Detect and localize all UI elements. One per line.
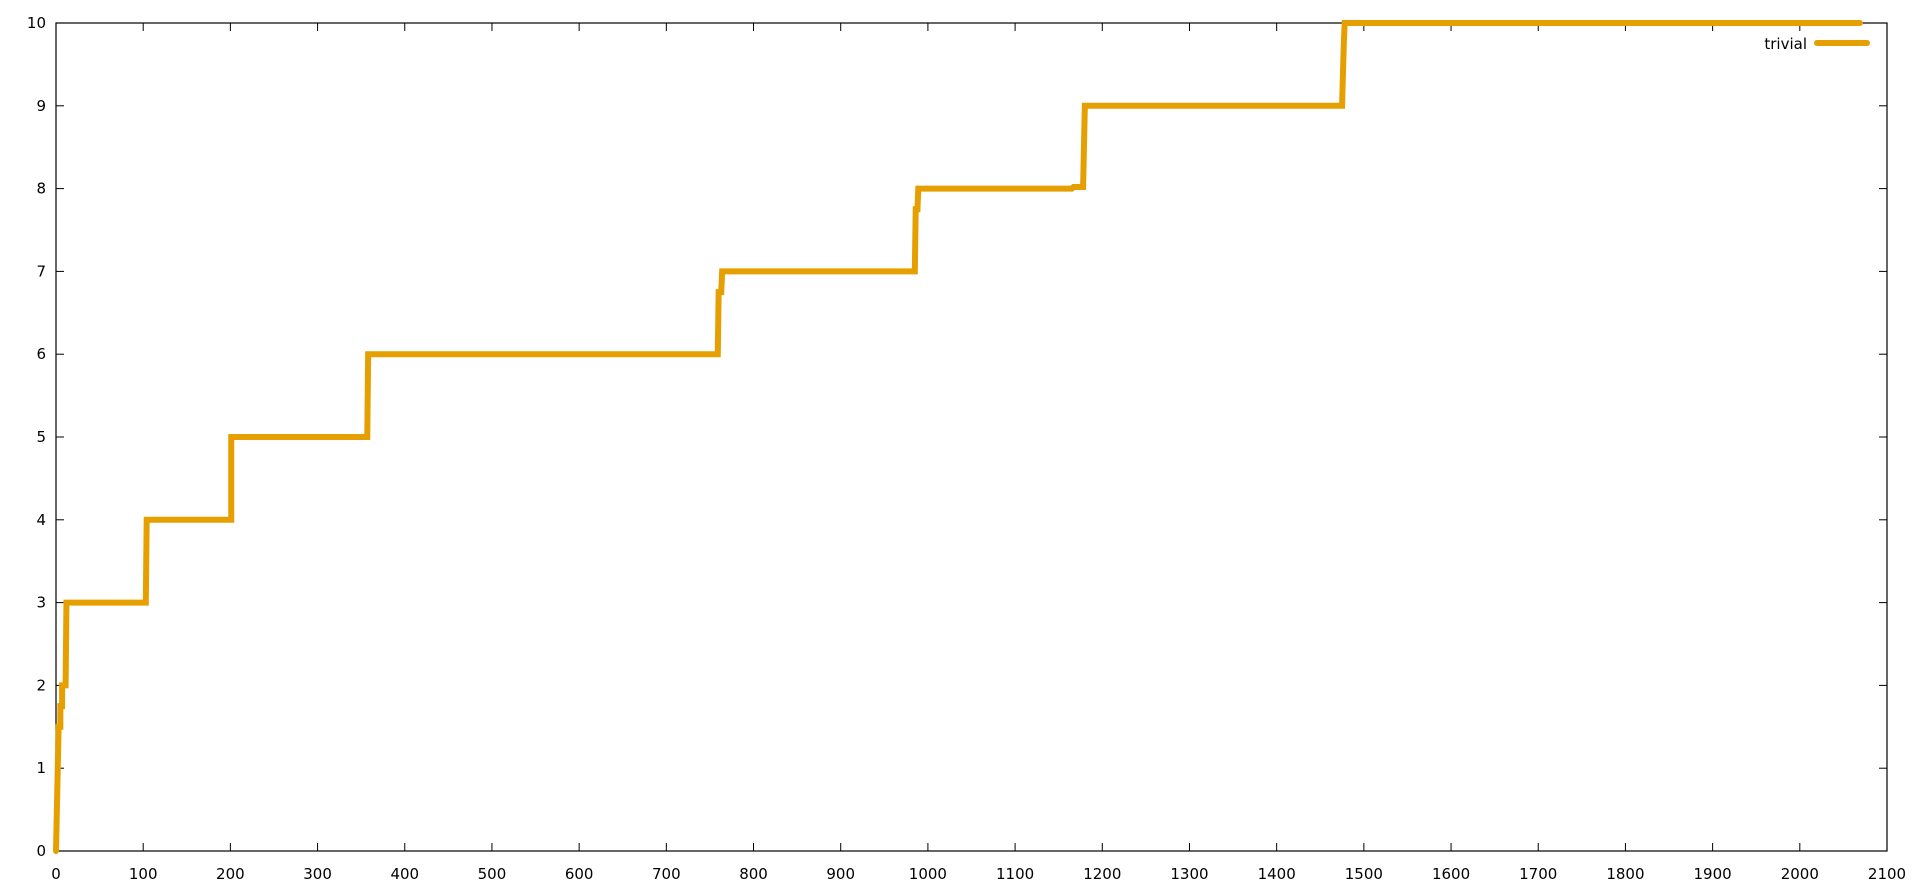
y-tick-label: 3 bbox=[36, 594, 46, 612]
y-tick-label: 5 bbox=[36, 428, 46, 446]
x-tick-label: 400 bbox=[390, 865, 419, 883]
x-axis: 0 100 200 300 400 500 600 700 800 900 1000 1100 1200… bbox=[51, 23, 1906, 883]
series-line-trivial bbox=[53, 20, 1863, 854]
y-tick-label: 8 bbox=[36, 180, 46, 198]
x-tick-label: 100 bbox=[129, 865, 158, 883]
y-tick-label: 1 bbox=[36, 759, 46, 777]
x-tick-label: 700 bbox=[652, 865, 681, 883]
x-tick-label: 500 bbox=[478, 865, 507, 883]
series-layer bbox=[53, 20, 1863, 854]
x-tick-label: 1100 bbox=[996, 865, 1034, 883]
legend: trivial bbox=[1764, 35, 1870, 53]
y-axis: 0 1 2 3 4 5 6 7 8 9 10 bbox=[27, 14, 1887, 860]
y-tick-label: 10 bbox=[27, 14, 46, 32]
y-tick-label: 2 bbox=[36, 676, 46, 694]
x-tick-label: 800 bbox=[739, 865, 768, 883]
x-tick-label: 1600 bbox=[1432, 865, 1470, 883]
x-tick-label: 1900 bbox=[1694, 865, 1732, 883]
x-tick-label: 300 bbox=[303, 865, 332, 883]
x-tick-label: 1400 bbox=[1258, 865, 1296, 883]
y-tick-label: 7 bbox=[36, 262, 46, 280]
x-tick-label: 1800 bbox=[1606, 865, 1644, 883]
x-tick-label: 2100 bbox=[1868, 865, 1906, 883]
legend-label-trivial: trivial bbox=[1764, 35, 1807, 53]
x-tick-label: 1300 bbox=[1170, 865, 1208, 883]
y-tick-label: 6 bbox=[36, 345, 46, 363]
x-tick-label: 2000 bbox=[1781, 865, 1819, 883]
x-tick-label: 200 bbox=[216, 865, 245, 883]
x-tick-label: 1000 bbox=[909, 865, 947, 883]
x-tick-label: 600 bbox=[565, 865, 594, 883]
x-tick-label: 1200 bbox=[1083, 865, 1121, 883]
x-tick-label: 1500 bbox=[1345, 865, 1383, 883]
x-tick-label: 0 bbox=[51, 865, 61, 883]
x-tick-label: 1700 bbox=[1519, 865, 1557, 883]
y-tick-label: 4 bbox=[36, 511, 46, 529]
y-tick-label: 9 bbox=[36, 97, 46, 115]
y-tick-label: 0 bbox=[36, 842, 46, 860]
x-tick-label: 900 bbox=[826, 865, 855, 883]
